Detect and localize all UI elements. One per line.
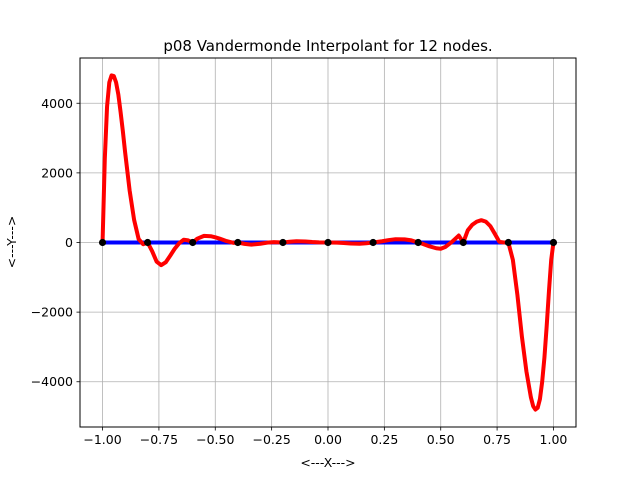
y-tick-label: 2000 bbox=[41, 165, 73, 180]
node-point bbox=[414, 238, 422, 247]
node-markers bbox=[98, 238, 558, 247]
axis-ticks: −1.00 −0.75 −0.50 −0.25 0.00 0.25 0.50 0.75 1.00… bbox=[31, 96, 568, 447]
node-point bbox=[459, 238, 467, 247]
x-tick-label: 0.50 bbox=[427, 432, 455, 447]
node-point bbox=[98, 238, 107, 247]
node-point bbox=[189, 238, 197, 247]
x-tick-label: −0.50 bbox=[196, 432, 234, 447]
y-tick-label: 0 bbox=[65, 235, 73, 250]
y-tick-label: −4000 bbox=[31, 374, 73, 389]
x-tick-label: −0.75 bbox=[140, 432, 178, 447]
x-tick-label: −0.25 bbox=[252, 432, 290, 447]
node-point bbox=[504, 238, 512, 247]
y-tick-label: 4000 bbox=[41, 96, 73, 111]
x-tick-label: 1.00 bbox=[540, 432, 568, 447]
x-tick-label: 0.00 bbox=[314, 432, 342, 447]
x-tick-label: −1.00 bbox=[83, 432, 121, 447]
node-point bbox=[279, 238, 287, 247]
y-tick-label: −2000 bbox=[31, 305, 73, 320]
node-point bbox=[144, 238, 152, 247]
node-point bbox=[549, 238, 558, 247]
node-point bbox=[324, 238, 332, 247]
chart-title: p08 Vandermonde Interpolant for 12 nodes… bbox=[163, 37, 492, 55]
x-tick-label: 0.25 bbox=[370, 432, 398, 447]
x-axis-label: <---X---> bbox=[300, 455, 355, 470]
node-point bbox=[369, 238, 377, 247]
x-tick-label: 0.75 bbox=[483, 432, 511, 447]
y-axis-label: <---Y---> bbox=[4, 216, 19, 269]
node-point bbox=[234, 238, 242, 247]
